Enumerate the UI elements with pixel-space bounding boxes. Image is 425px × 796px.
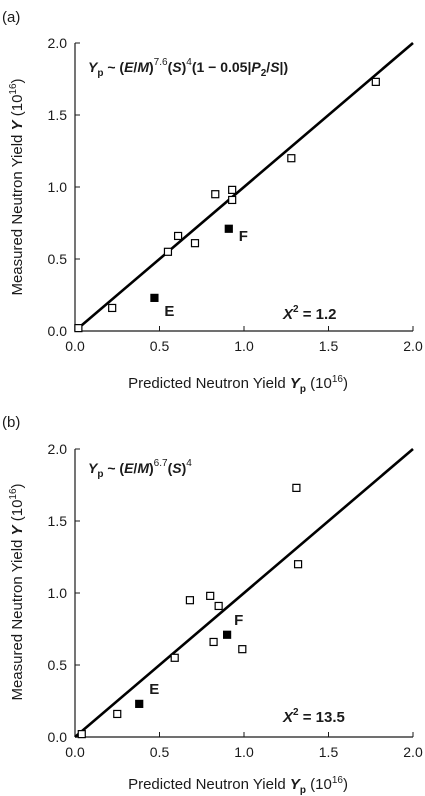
panel-a-open-point	[190, 239, 200, 248]
panel-b-x-tick-label: 1.5	[319, 744, 339, 760]
panel-b-x-tick-label: 0.5	[150, 744, 170, 760]
panel-a-open-point	[287, 154, 296, 163]
panel-b-y-tick-label: 1.0	[48, 585, 68, 601]
panel-a: (a) Yp ~ (E/M)7.6(S)4(1 − 0.05|P2/S|) X2…	[2, 9, 423, 395]
panel-a-y-tick-label: 2.0	[48, 35, 68, 51]
panel-a-chi-squared: X2 = 1.2	[282, 304, 337, 323]
panel-a-x-tick-label: 0.0	[65, 338, 85, 354]
panel-b-open-point	[77, 730, 86, 739]
panel-b-y-tick-label: 1.5	[48, 513, 68, 529]
panel-b-point-label-e: E	[149, 681, 159, 698]
panel-b-y-tick-label: 0.0	[48, 729, 68, 745]
panel-b-open-point	[214, 601, 223, 611]
panel-b-open-point	[292, 483, 301, 492]
panel-a-y-axis-title: Measured Neutron Yield Y (1016)	[8, 78, 26, 295]
panel-b-open-point	[209, 637, 218, 647]
panel-a-x-tick-label: 1.5	[319, 338, 339, 354]
panel-a-open-point	[173, 231, 183, 241]
panel-a-x-tick-label: 1.0	[234, 338, 254, 354]
panel-a-y-tick-label: 0.5	[48, 251, 68, 267]
panel-a-label: (a)	[2, 9, 20, 26]
panel-b-open-point	[238, 645, 247, 654]
panel-b-open-point	[293, 560, 303, 569]
panel-a-point-label-f: F	[239, 228, 248, 245]
panel-b-open-point	[206, 591, 215, 600]
panel-a-fit-line	[74, 42, 414, 332]
panel-b-open-point	[113, 709, 122, 719]
panel-a-open-point	[74, 324, 83, 333]
panel-a-open-point	[371, 77, 380, 86]
panel-a-x-tick-label: 2.0	[403, 338, 423, 354]
panel-b-y-axis-title: Measured Neutron Yield Y (1016)	[8, 483, 26, 700]
panel-b-open-point	[170, 653, 179, 662]
panel-b-x-tick-label: 2.0	[403, 744, 423, 760]
panel-b-label: (b)	[2, 414, 20, 431]
panel-b-fit-line	[74, 448, 414, 738]
panel-a-point-label-e: E	[164, 303, 174, 320]
panel-b-x-axis-title: Predicted Neutron Yield Yp (1016)	[128, 775, 348, 796]
panel-b-y-tick-label: 2.0	[48, 441, 68, 457]
panel-b: (b) Yp ~ (E/M)6.7(S)4 X2 = 13.5 Predicte…	[2, 414, 423, 796]
panel-b-y-tick-label: 0.5	[48, 657, 68, 673]
panel-a-y-tick-label: 0.0	[48, 323, 68, 339]
panel-a-filled-point	[150, 293, 159, 302]
panel-a-y-tick-label: 1.5	[48, 107, 68, 123]
panel-b-open-point	[185, 596, 195, 605]
panel-a-x-tick-label: 0.5	[150, 338, 170, 354]
panel-a-formula: Yp ~ (E/M)7.6(S)4(1 − 0.05|P2/S|)	[88, 57, 288, 79]
panel-a-open-point	[228, 195, 237, 205]
panel-b-x-tick-label: 1.0	[234, 744, 254, 760]
panel-b-filled-point	[135, 699, 144, 708]
panel-a-open-point	[211, 190, 220, 199]
panel-a-x-axis-title: Predicted Neutron Yield Yp (1016)	[128, 374, 348, 395]
panel-b-filled-point	[223, 630, 232, 639]
panel-a-open-point	[228, 185, 237, 194]
panel-b-x-tick-label: 0.0	[65, 744, 85, 760]
panel-a-open-point	[108, 303, 117, 313]
panel-a-open-point	[163, 247, 173, 256]
panel-b-point-label-f: F	[234, 612, 243, 629]
panel-a-filled-point	[224, 224, 233, 233]
panel-b-chi-squared: X2 = 13.5	[282, 707, 345, 726]
panel-b-formula: Yp ~ (E/M)6.7(S)4	[88, 458, 192, 480]
panel-a-y-tick-label: 1.0	[48, 179, 68, 195]
